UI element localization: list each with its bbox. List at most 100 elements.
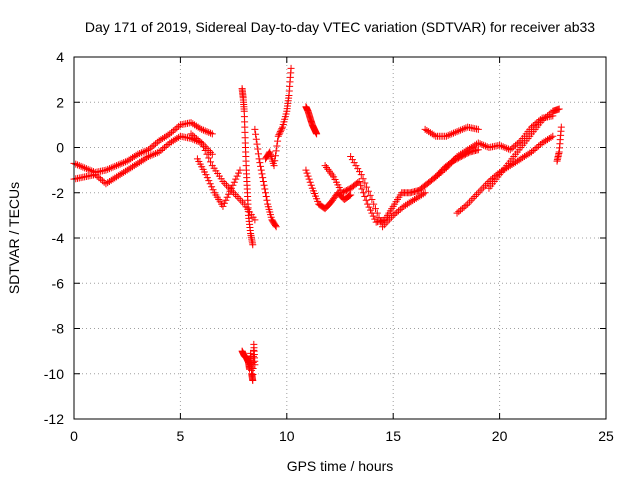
data-point bbox=[306, 178, 314, 186]
data-point bbox=[189, 120, 197, 128]
series-track-a bbox=[70, 119, 216, 176]
grid-lines bbox=[74, 57, 606, 419]
data-point bbox=[166, 139, 174, 147]
data-point bbox=[157, 147, 165, 155]
data-point bbox=[125, 156, 133, 164]
data-point bbox=[81, 164, 89, 172]
data-point bbox=[230, 178, 238, 186]
data-point bbox=[198, 125, 206, 133]
data-point bbox=[233, 193, 241, 201]
data-point bbox=[255, 155, 263, 163]
data-point bbox=[208, 130, 216, 138]
data-point bbox=[150, 141, 158, 149]
data-point bbox=[171, 136, 179, 144]
data-point bbox=[414, 193, 422, 201]
data-point bbox=[522, 151, 530, 159]
data-point bbox=[194, 123, 202, 131]
data-point bbox=[350, 159, 358, 167]
y-tick-label: 0 bbox=[56, 140, 64, 156]
data-point bbox=[487, 176, 495, 184]
data-point bbox=[263, 196, 271, 204]
data-point bbox=[257, 162, 265, 170]
data-point bbox=[160, 144, 168, 151]
data-point bbox=[542, 113, 550, 121]
data-point bbox=[367, 206, 375, 214]
data-point bbox=[109, 163, 117, 171]
data-point bbox=[405, 199, 413, 207]
data-point bbox=[501, 144, 509, 151]
data-point bbox=[114, 172, 122, 180]
data-point bbox=[160, 133, 168, 141]
chart-title: Day 171 of 2019, Sidereal Day-to-day VTE… bbox=[85, 19, 595, 35]
data-point bbox=[529, 147, 537, 155]
data-point bbox=[366, 191, 374, 199]
data-point bbox=[371, 205, 379, 213]
data-point bbox=[127, 164, 135, 172]
data-point bbox=[141, 147, 149, 155]
data-point bbox=[557, 123, 565, 131]
data-point bbox=[129, 154, 137, 162]
series-track-g bbox=[302, 103, 321, 138]
data-point bbox=[233, 172, 241, 180]
data-point bbox=[543, 136, 551, 144]
data-point bbox=[524, 150, 532, 158]
data-point bbox=[173, 134, 181, 142]
data-point bbox=[409, 197, 417, 205]
data-point bbox=[125, 165, 133, 173]
data-point bbox=[231, 191, 239, 199]
data-point bbox=[508, 144, 516, 152]
data-point bbox=[398, 204, 406, 212]
data-point bbox=[441, 165, 449, 173]
data-point bbox=[191, 133, 199, 141]
data-point bbox=[171, 125, 179, 133]
data-point bbox=[113, 162, 121, 170]
data-point bbox=[258, 170, 266, 178]
data-point bbox=[159, 145, 167, 153]
data-point bbox=[305, 175, 313, 183]
data-point bbox=[535, 142, 543, 150]
data-point bbox=[173, 124, 181, 132]
data-point bbox=[416, 192, 424, 200]
data-point bbox=[120, 168, 128, 176]
x-tick-label: 0 bbox=[70, 428, 78, 444]
data-point bbox=[162, 132, 170, 140]
data-point bbox=[467, 196, 475, 204]
data-point bbox=[549, 132, 557, 140]
data-point bbox=[220, 199, 228, 207]
data-point bbox=[207, 148, 215, 156]
data-point bbox=[187, 119, 195, 127]
data-point bbox=[358, 185, 366, 193]
data-point bbox=[93, 172, 101, 180]
data-point bbox=[159, 134, 167, 142]
data-point bbox=[205, 154, 213, 162]
data-point bbox=[540, 138, 548, 146]
data-point bbox=[393, 208, 401, 216]
data-point bbox=[121, 167, 129, 175]
series-track-e bbox=[251, 125, 280, 231]
y-tick-label: 4 bbox=[56, 49, 64, 65]
data-point bbox=[148, 151, 156, 159]
data-point bbox=[478, 140, 486, 148]
series-track-d bbox=[193, 155, 244, 210]
data-point bbox=[460, 125, 468, 133]
data-point bbox=[79, 163, 87, 171]
data-point bbox=[274, 132, 282, 140]
data-point bbox=[168, 138, 176, 146]
x-tick-label: 10 bbox=[279, 428, 295, 444]
data-point bbox=[287, 64, 295, 72]
data-point bbox=[547, 133, 555, 141]
data-point bbox=[136, 158, 144, 166]
data-point bbox=[467, 144, 475, 151]
data-point bbox=[476, 140, 484, 148]
data-point bbox=[254, 150, 262, 158]
data-point bbox=[474, 139, 482, 147]
data-point bbox=[261, 185, 269, 193]
data-point bbox=[272, 223, 280, 231]
axis-ticks: 0 5 10 15 20 25 -12 -10 -8 -6 -4 -2 0 2 4 bbox=[44, 49, 614, 444]
data-point bbox=[253, 140, 261, 148]
data-point bbox=[410, 196, 418, 204]
data-point bbox=[465, 145, 473, 153]
data-point bbox=[519, 154, 527, 162]
data-point bbox=[192, 122, 200, 130]
